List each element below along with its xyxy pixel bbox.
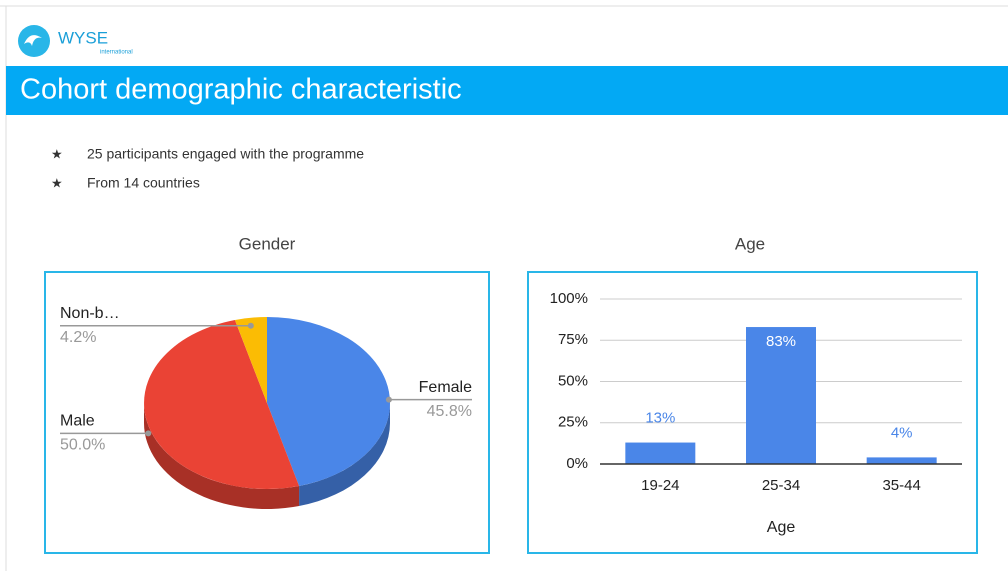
pie-value-label: 45.8%	[427, 403, 472, 420]
y-tick-label: 75%	[558, 331, 588, 348]
x-tick-label: 25-34	[762, 477, 800, 494]
logo-icon	[18, 25, 50, 57]
pie-value-label: 50.0%	[60, 437, 105, 454]
bullet: From 14 countries	[87, 175, 200, 191]
bar	[866, 457, 937, 464]
pie-label: Non-b…	[60, 305, 120, 322]
data-label: 4%	[891, 424, 913, 441]
title-bar	[6, 66, 1008, 115]
logo-text: WYSE	[58, 28, 108, 47]
pie-value-label: 4.2%	[60, 329, 96, 346]
chart-title: Age	[735, 234, 765, 253]
leader-dot	[247, 322, 254, 329]
logo-swirl	[24, 35, 42, 46]
pie-side	[299, 403, 390, 507]
pie-label: Male	[60, 413, 95, 430]
leader-dot	[145, 430, 152, 437]
pie-label: Female	[419, 379, 472, 396]
pie-slice	[234, 317, 267, 403]
x-axis-title: Age	[767, 519, 796, 536]
leader-dot	[385, 396, 392, 403]
bar	[625, 442, 696, 464]
chart-frame	[44, 271, 490, 554]
x-tick-label: 19-24	[641, 477, 679, 494]
y-tick-label: 0%	[566, 455, 588, 472]
data-label: 83%	[766, 333, 796, 350]
bullet: 25 participants engaged with the program…	[87, 146, 364, 162]
chart-frame	[527, 271, 978, 554]
bullet-star: ★	[51, 146, 63, 161]
data-label: 13%	[645, 410, 675, 427]
slide-title: Cohort demographic characteristic	[20, 74, 462, 106]
pie-slice	[144, 319, 300, 489]
y-tick-label: 50%	[558, 372, 588, 389]
bar	[746, 327, 816, 464]
pie-slice	[267, 317, 390, 487]
x-tick-label: 35-44	[882, 477, 920, 494]
bullet-star: ★	[51, 175, 63, 190]
pie-side	[144, 403, 300, 510]
chart-title: Gender	[239, 234, 296, 253]
y-tick-label: 25%	[558, 414, 588, 431]
y-tick-label: 100%	[550, 290, 588, 307]
logo-sub: international	[100, 50, 133, 56]
